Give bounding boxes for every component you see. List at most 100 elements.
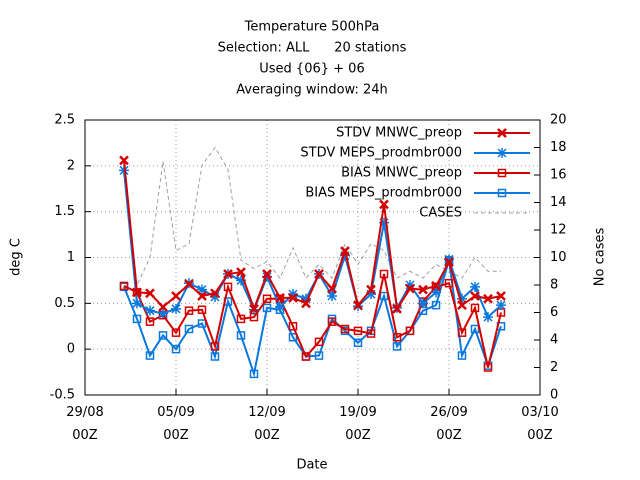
marker	[171, 303, 181, 314]
marker	[210, 288, 220, 299]
x-tick-label: 29/08 00Z	[66, 405, 103, 443]
x-tick-label: 19/09 00Z	[339, 405, 376, 443]
marker	[171, 328, 181, 337]
marker	[236, 267, 246, 278]
marker	[379, 217, 389, 228]
legend-label: STDV MEPS_prodmbr000	[300, 146, 462, 161]
y-tick-label: 0	[67, 342, 75, 357]
marker	[197, 284, 207, 295]
marker	[405, 326, 415, 336]
marker	[288, 333, 298, 342]
y2-tick-label: 16	[550, 168, 567, 183]
y-tick-label: 2	[67, 158, 75, 173]
marker	[470, 324, 480, 334]
marker	[470, 291, 480, 301]
marker	[197, 319, 207, 328]
y2-tick-label: 10	[550, 250, 567, 265]
marker	[483, 312, 493, 323]
marker	[340, 324, 350, 334]
marker	[301, 298, 311, 309]
marker	[132, 298, 142, 309]
y-tick-label: 2.5	[54, 113, 75, 128]
marker	[301, 293, 311, 304]
marker	[418, 298, 428, 309]
marker	[457, 351, 467, 360]
marker	[132, 287, 142, 298]
marker	[392, 333, 402, 342]
legend-label: CASES	[419, 206, 462, 221]
y2-tick-label: 2	[550, 360, 558, 375]
y-tick-label: 1	[67, 250, 75, 265]
y2-tick-label: 8	[550, 278, 558, 293]
x-tick-label: 03/10 00Z	[521, 405, 558, 443]
marker	[197, 291, 207, 301]
marker	[236, 331, 246, 340]
marker	[288, 322, 298, 331]
marker	[288, 292, 298, 303]
marker	[210, 342, 220, 351]
marker	[431, 281, 441, 291]
series-line	[123, 146, 501, 287]
marker	[249, 303, 259, 314]
x-axis-label: Date	[296, 458, 327, 473]
marker	[483, 293, 493, 304]
marker	[171, 344, 181, 354]
marker	[327, 291, 337, 301]
legend-label: BIAS MNWC_preop	[341, 166, 462, 181]
marker	[366, 289, 376, 300]
marker	[262, 303, 272, 313]
marker	[158, 302, 168, 312]
marker	[418, 284, 428, 295]
marker	[405, 283, 415, 294]
marker	[444, 257, 454, 267]
x-tick-label: 26/09 00Z	[430, 405, 467, 443]
marker	[301, 352, 311, 361]
y2-tick-label: 4	[550, 333, 558, 348]
marker	[353, 300, 363, 311]
marker	[145, 317, 155, 326]
marker	[353, 338, 363, 347]
marker	[197, 305, 207, 314]
marker	[470, 281, 480, 292]
legend-label: STDV MNWC_preop	[336, 126, 462, 141]
marker	[158, 331, 168, 340]
y2-tick-label: 14	[550, 195, 567, 210]
marker	[132, 314, 142, 324]
title-line: Used {06} + 06	[259, 62, 364, 77]
marker	[171, 291, 181, 301]
marker	[496, 291, 506, 301]
marker	[392, 342, 402, 351]
marker	[184, 306, 194, 315]
marker	[457, 300, 467, 311]
marker	[483, 363, 493, 372]
y-tick-label: 1.5	[54, 204, 75, 219]
marker	[470, 303, 480, 313]
marker	[327, 317, 337, 326]
marker	[392, 303, 402, 314]
plot-frame	[84, 119, 541, 396]
marker	[497, 128, 507, 138]
marker	[327, 283, 337, 294]
marker	[119, 155, 129, 166]
marker	[288, 289, 298, 300]
marker	[444, 278, 454, 288]
marker	[119, 281, 129, 291]
marker	[457, 328, 467, 337]
y2-tick-label: 20	[550, 113, 567, 128]
marker	[431, 300, 441, 310]
x-tick-label: 12/09 00Z	[248, 405, 285, 443]
marker	[275, 302, 285, 312]
marker	[262, 269, 272, 279]
marker	[431, 287, 441, 298]
marker	[236, 314, 246, 324]
marker	[145, 351, 155, 360]
marker	[496, 300, 506, 311]
marker	[366, 329, 376, 338]
title-line: Selection: ALL 20 stations	[218, 41, 407, 56]
marker	[223, 269, 233, 279]
marker	[262, 294, 272, 303]
title-line: Averaging window: 24h	[236, 83, 388, 98]
marker	[236, 275, 246, 286]
